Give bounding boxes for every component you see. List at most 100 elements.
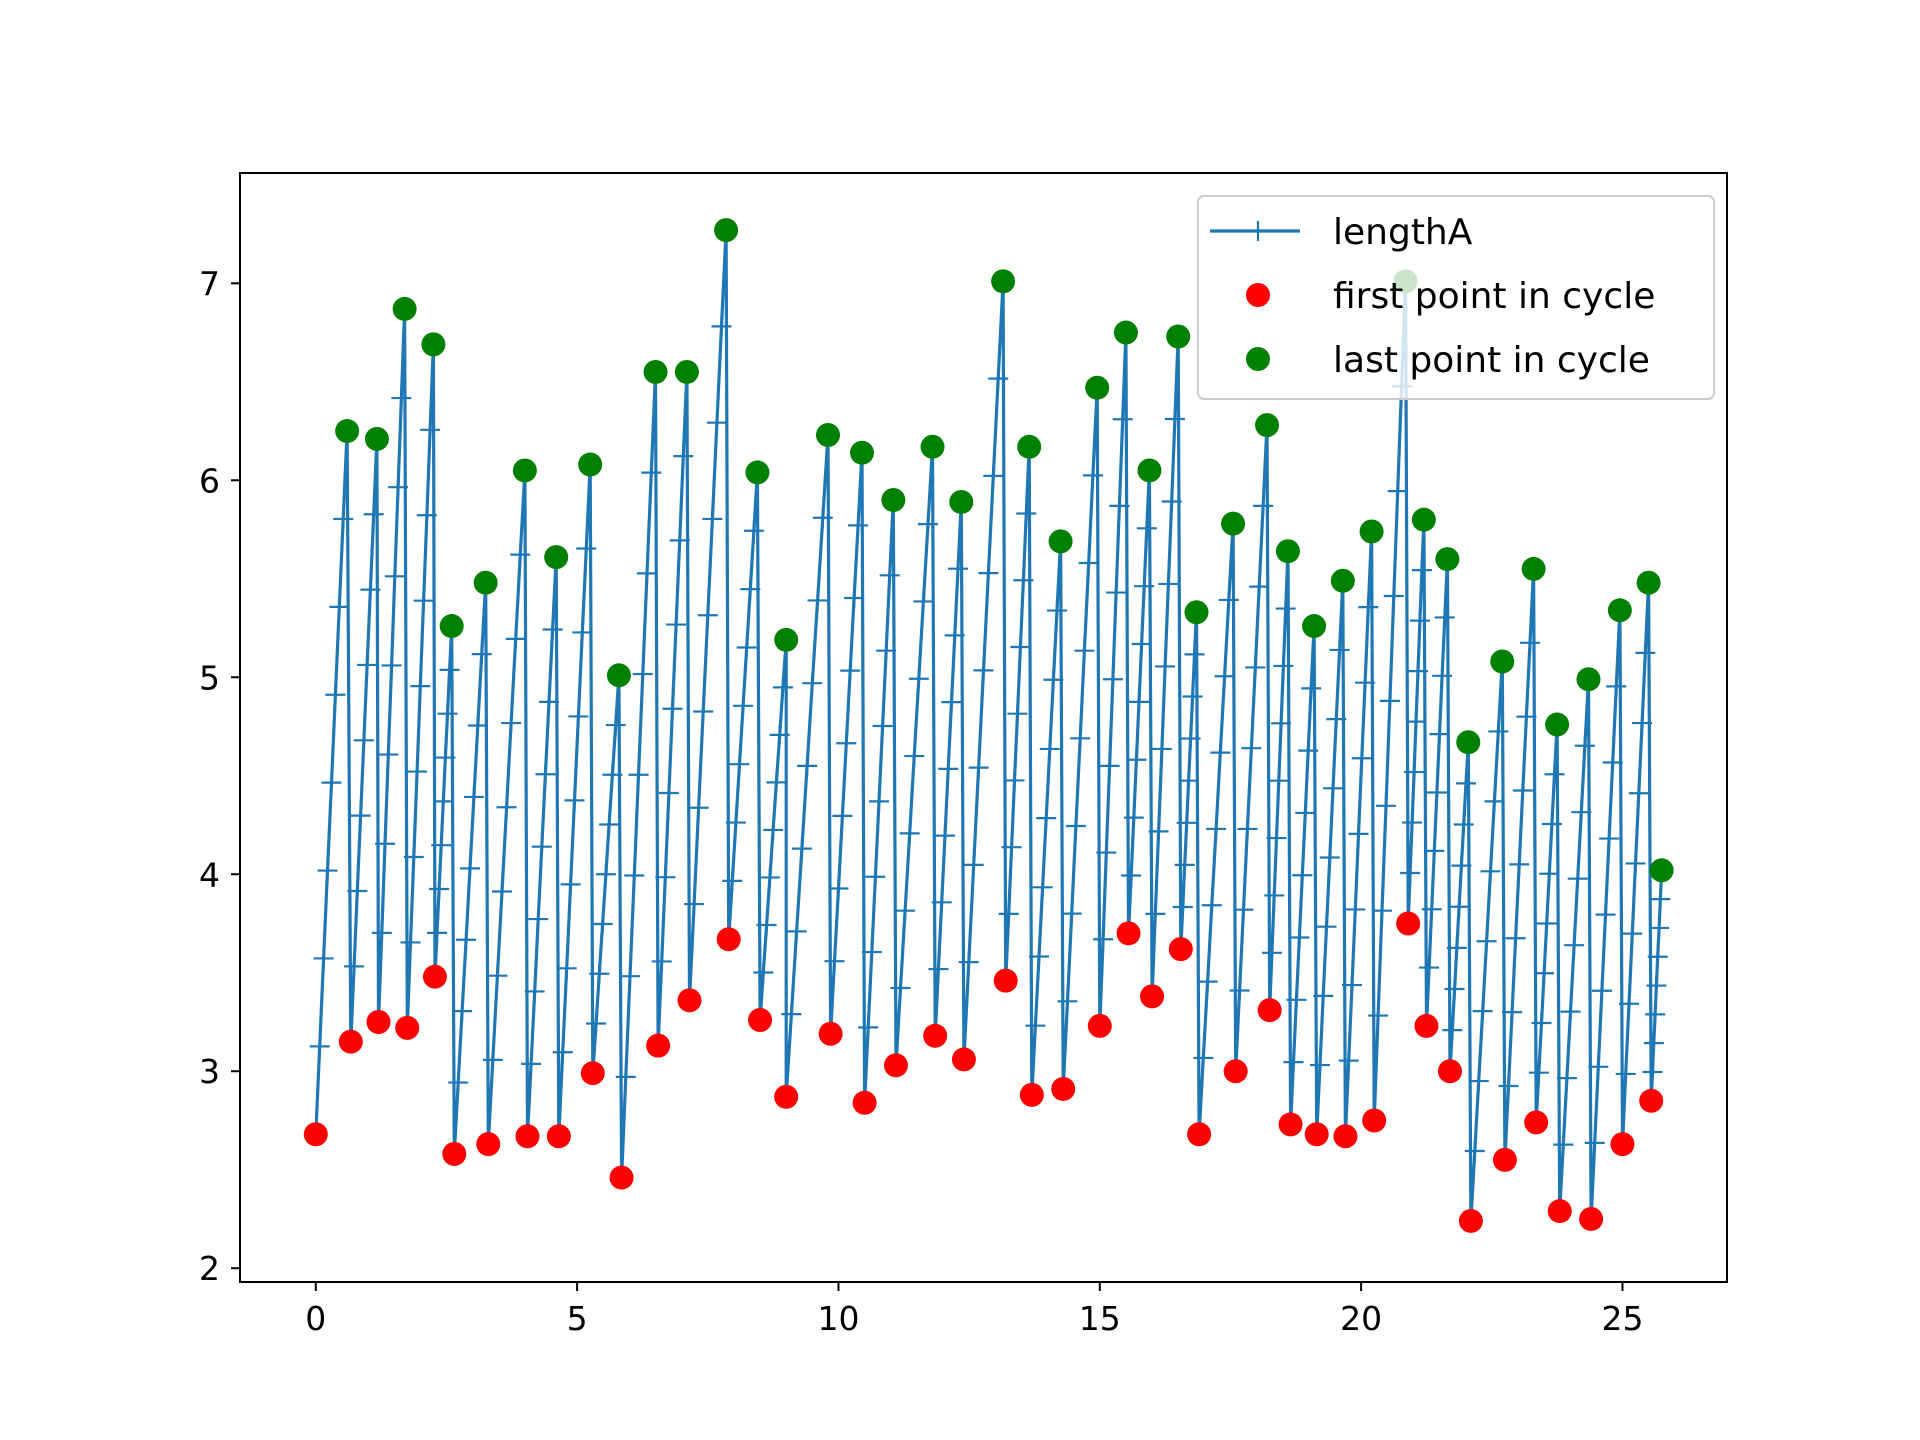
lengthA-point [828,878,849,899]
lengthA-point [1528,1062,1549,1083]
lengthA-point [1112,409,1133,430]
lengthA-point [832,805,853,826]
first-point-marker [951,1047,976,1072]
lengthA-point [620,966,641,987]
lengthA-point [1498,1076,1519,1096]
lengthA-point [673,446,694,467]
lengthA-point [802,673,823,694]
x-axis: 0 5 10 15 20 25 [305,1282,1643,1338]
lengthA-point [1010,636,1031,657]
first-point-marker [748,1008,773,1033]
y-tick-label: 4 [199,855,220,894]
last-point-marker [714,218,739,243]
lengthA-point [1468,1071,1489,1092]
last-point-marker [774,627,799,652]
legend-marker-handle [1248,221,1268,241]
lengthA-point [435,747,456,768]
x-tick-label: 25 [1601,1299,1643,1338]
lengthA-point [1201,895,1222,916]
lengthA-point [510,544,531,565]
lengthA-point [360,579,381,600]
first-point-marker [1579,1206,1604,1231]
first-point-marker [366,1009,391,1034]
lengthA-point [1309,1055,1330,1076]
first-point-marker [442,1141,467,1166]
first-point-marker [1547,1199,1572,1224]
lengthA-point [876,640,897,661]
lengthA-point [1004,770,1025,791]
legend-box [1197,195,1715,400]
first-point-marker [993,968,1018,993]
lengthA-point [589,963,610,984]
lengthA-point [1446,937,1467,958]
lengthA-point [928,959,949,980]
lengthA-point [1268,770,1289,791]
lengthA-point [781,1004,802,1025]
lengthA-point [836,733,857,754]
lengthA-point [1126,749,1147,770]
lengthA-point [602,764,623,785]
last-point-marker [1302,614,1327,639]
lengthA-point [624,865,645,886]
lengthA-point [378,744,399,765]
lengthA-point [375,833,396,854]
lengthA-point [1161,491,1182,512]
lengthA-point [1449,896,1470,917]
lengthA-point [586,1013,607,1034]
first-point-marker [1610,1132,1635,1157]
last-point-marker [1137,458,1162,483]
lengthA-point [1541,814,1562,835]
first-point-marker [1458,1208,1483,1233]
first-point-marker [1019,1082,1044,1107]
lengthA-point [1078,553,1099,574]
lengthA-point [1121,865,1142,886]
lengthA-point [904,746,925,767]
first-point-marker [1333,1124,1358,1149]
lengthA-point [1039,738,1060,759]
first-point-series [303,911,1664,1233]
lengthA-point [564,790,585,811]
first-point-marker [1492,1147,1517,1172]
lengthA-point [1387,481,1408,502]
lengthA-point [615,1066,636,1087]
last-point-marker [1255,413,1280,438]
lengthA-point [333,508,354,529]
last-point-marker [606,663,631,688]
lengthA-point [1642,1061,1663,1082]
lengthA-point [743,520,764,541]
first-point-marker [1278,1112,1303,1137]
lengthA-point [983,465,1004,486]
lengthA-point [1567,868,1588,889]
y-tick-label: 2 [199,1249,220,1288]
lengthA-point [963,854,984,875]
first-point-marker [395,1015,420,1040]
lengthA-point [1584,1132,1605,1153]
first-point-marker [1639,1088,1664,1113]
lengthA-point [913,591,934,612]
lengthA-point [309,1036,330,1057]
last-point-marker [849,440,874,465]
lengthA-point [797,755,818,776]
first-point-marker [1437,1059,1462,1084]
lengthA-point [978,563,999,584]
lengthA-point [968,757,989,778]
last-point-marker [392,296,417,321]
x-tick-label: 10 [817,1299,859,1338]
lengthA-point [363,504,384,525]
first-point-marker [1414,1013,1439,1038]
y-tick-label: 7 [199,264,220,303]
lengthA-point [1619,993,1639,1014]
lengthA-point [388,477,409,498]
first-point-marker [546,1124,571,1149]
lengthA-point [1025,1015,1046,1036]
first-point-marker [646,1033,671,1058]
lengthA-point [1625,853,1646,874]
lengthA-point [1368,1005,1389,1026]
first-point-marker [476,1132,501,1157]
lengthA-point [1136,518,1157,539]
lengthA-point [413,590,434,611]
lengthA-point [1341,975,1362,996]
lengthA-point [1512,780,1533,801]
lengthA-point [1057,991,1078,1012]
lengthA-point [756,914,777,935]
